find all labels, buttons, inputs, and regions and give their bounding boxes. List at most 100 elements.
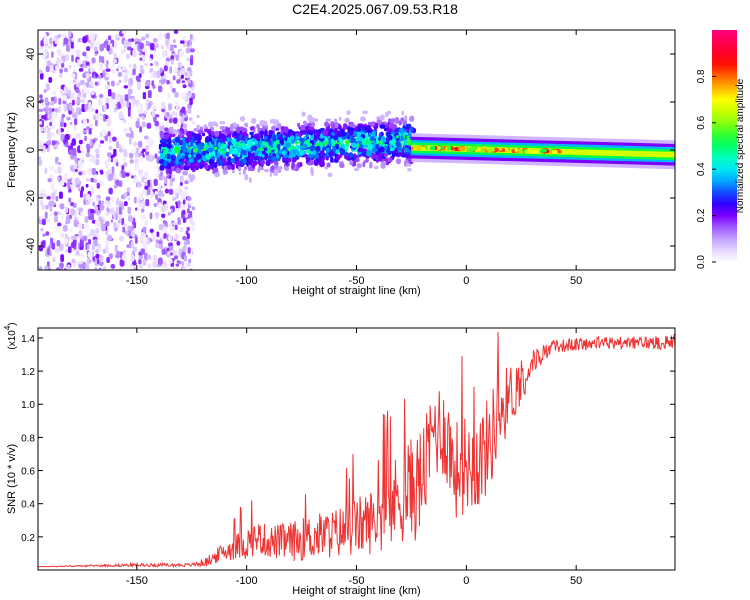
noise-cell xyxy=(60,62,65,68)
noise-cell xyxy=(79,145,83,152)
noise-cell xyxy=(121,66,126,71)
signal-cell xyxy=(285,141,291,148)
noise-cell xyxy=(75,266,80,270)
noise-cell xyxy=(85,61,90,66)
signal-cell xyxy=(330,156,334,163)
colorbar-tick-label: 0.6 xyxy=(696,115,707,129)
noise-cell xyxy=(140,248,146,255)
noise-cell xyxy=(125,132,131,138)
noise-cell xyxy=(125,53,131,60)
noise-cell xyxy=(61,213,65,220)
noise-cell xyxy=(39,215,43,220)
signal-cell xyxy=(268,140,272,146)
noise-cell xyxy=(39,266,43,270)
signal-cell xyxy=(279,139,284,146)
signal-cell xyxy=(332,134,339,141)
noise-cell xyxy=(163,233,167,239)
noise-cell xyxy=(121,30,127,34)
noise-cell xyxy=(65,206,69,213)
noise-cell xyxy=(155,211,160,218)
noise-cell xyxy=(126,187,131,193)
noise-cell xyxy=(181,115,185,124)
noise-cell xyxy=(159,67,163,73)
noise-cell xyxy=(61,114,66,118)
signal-cell xyxy=(238,166,241,172)
signal-cell xyxy=(168,167,172,174)
noise-cell xyxy=(169,66,173,74)
signal-cell xyxy=(361,151,367,157)
signal-cell xyxy=(264,136,268,140)
noise-cell xyxy=(123,201,128,207)
signal-cell xyxy=(295,145,299,151)
signal-cell xyxy=(239,116,246,122)
noise-cell xyxy=(55,196,59,202)
noise-cell xyxy=(99,113,103,117)
noise-cell xyxy=(62,224,68,232)
noise-cell xyxy=(94,53,98,57)
noise-cell xyxy=(95,158,100,166)
noise-cell xyxy=(132,261,137,266)
noise-cell xyxy=(179,181,183,186)
signal-cell xyxy=(369,161,373,169)
noise-cell xyxy=(57,176,61,182)
noise-cell xyxy=(47,113,50,119)
noise-cell xyxy=(123,223,127,227)
tone-cell xyxy=(514,148,519,153)
noise-cell xyxy=(92,201,96,207)
noise-cell xyxy=(143,171,149,179)
noise-cell xyxy=(80,253,85,259)
noise-cell xyxy=(175,207,180,212)
noise-cell xyxy=(187,79,191,84)
signal-cell xyxy=(234,131,237,137)
signal-cell xyxy=(173,155,177,159)
signal-cell xyxy=(188,158,194,163)
y-tick-label: 1.0 xyxy=(21,400,35,411)
noise-cell xyxy=(53,211,59,216)
noise-cell xyxy=(130,38,135,42)
noise-cell xyxy=(88,239,92,245)
signal-cell xyxy=(362,144,369,148)
signal-cell xyxy=(341,136,347,140)
noise-cell xyxy=(157,257,163,266)
noise-cell xyxy=(104,84,110,90)
noise-cell xyxy=(107,234,113,242)
noise-cell xyxy=(135,162,139,170)
signal-cell xyxy=(217,142,222,148)
noise-cell xyxy=(106,256,110,264)
noise-cell xyxy=(116,64,122,69)
noise-cell xyxy=(58,243,64,252)
y-tick-label: 0.2 xyxy=(21,533,35,544)
noise-cell xyxy=(45,205,49,210)
noise-cell xyxy=(133,196,137,204)
signal-cell xyxy=(286,158,292,163)
noise-cell xyxy=(76,236,81,244)
noise-cell xyxy=(105,63,109,69)
noise-cell xyxy=(56,267,61,270)
noise-cell xyxy=(43,89,47,93)
noise-cell xyxy=(116,82,120,86)
y-multiplier: (x104) xyxy=(3,322,18,349)
signal-cell xyxy=(331,123,336,130)
noise-cell xyxy=(144,220,148,227)
signal-cell xyxy=(299,138,305,143)
signal-cell xyxy=(375,136,379,143)
noise-cell xyxy=(42,233,46,237)
noise-cell xyxy=(186,262,191,267)
noise-cell xyxy=(177,217,181,225)
signal-cell xyxy=(247,139,253,147)
signal-cell xyxy=(219,126,226,131)
noise-cell xyxy=(124,94,129,102)
noise-cell xyxy=(78,252,81,257)
noise-cell xyxy=(63,67,69,73)
signal-cell xyxy=(335,150,339,154)
noise-cell xyxy=(57,161,62,166)
signal-cell xyxy=(237,126,240,134)
noise-cell xyxy=(49,107,52,113)
noise-cell xyxy=(111,92,116,100)
noise-cell xyxy=(38,157,42,166)
noise-cell xyxy=(153,178,158,187)
signal-cell xyxy=(241,144,247,151)
noise-cell xyxy=(138,255,144,260)
heatmap-cells xyxy=(38,30,675,270)
tone-cell xyxy=(486,147,493,152)
